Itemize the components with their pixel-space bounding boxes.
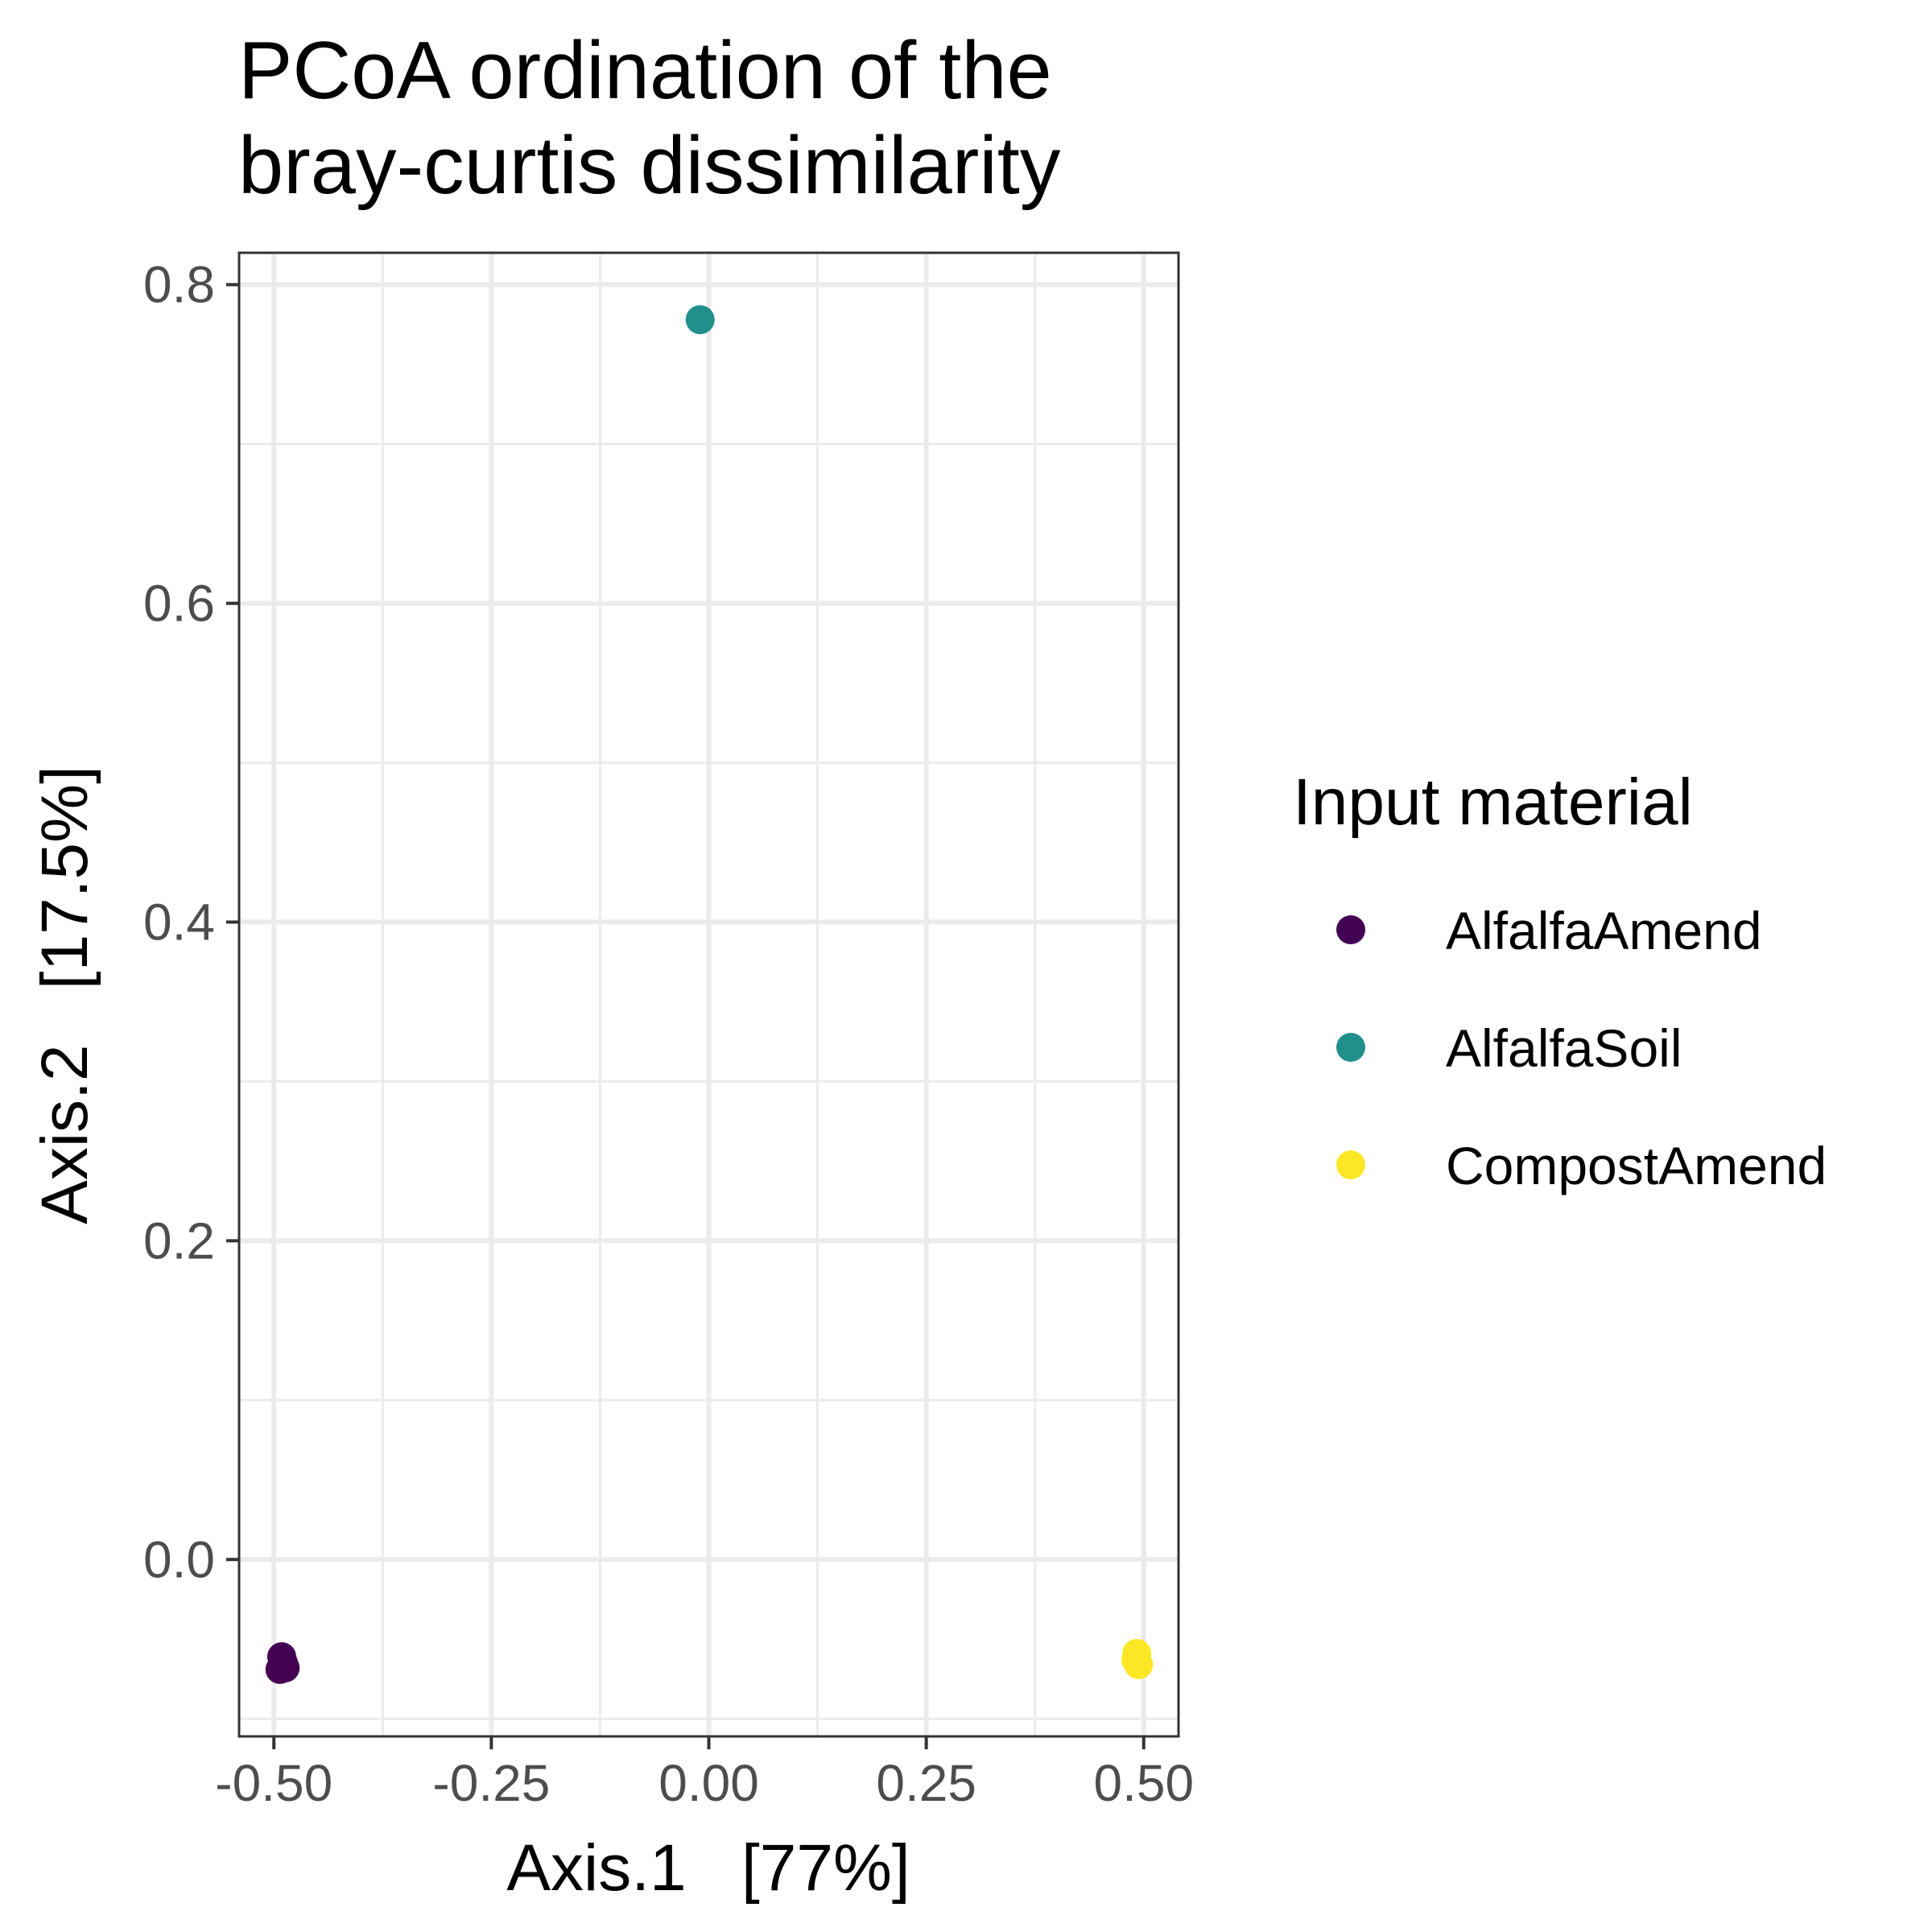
y-tick-label-2: 0.4	[143, 893, 215, 951]
minor-gridlines	[239, 253, 1179, 1736]
x-axis-title: Axis.1 [77%]	[506, 1831, 910, 1905]
legend-label-CompostAmend: CompostAmend	[1446, 1136, 1827, 1195]
x-tick-label-2: 0.00	[658, 1754, 759, 1812]
x-tick-label-3: 0.25	[876, 1754, 976, 1812]
legend-title: Input material	[1293, 766, 1693, 839]
x-tick-label-0: -0.50	[215, 1754, 332, 1812]
y-axis-title: Axis.2 [17.5%]	[28, 766, 101, 1224]
point-AlfalfaAmend-3	[269, 1648, 299, 1678]
chart-title-line-2: bray-curtis dissimilarity	[238, 121, 1061, 211]
y-tick-label-0: 0.0	[143, 1530, 215, 1588]
point-CompostAmend-2	[1121, 1645, 1151, 1674]
legend-label-AlfalfaSoil: AlfalfaSoil	[1446, 1018, 1682, 1078]
point-AlfalfaSoil-0	[685, 305, 715, 335]
legend-key-AlfalfaSoil	[1336, 1033, 1365, 1062]
x-tick-label-1: -0.25	[432, 1754, 550, 1812]
y-axis: 0.0 0.2 0.4 0.6 0.8	[143, 256, 239, 1588]
x-axis: -0.50 -0.25 0.00 0.25 0.50	[215, 1736, 1194, 1812]
y-tick-label-4: 0.8	[143, 256, 215, 314]
legend-key-AlfalfaAmend	[1336, 915, 1365, 944]
data-points	[265, 305, 1154, 1684]
legend-key-CompostAmend	[1336, 1150, 1365, 1179]
y-tick-label-1: 0.2	[143, 1212, 215, 1269]
legend: Input material AlfalfaAmend AlfalfaSoil Co…	[1293, 766, 1827, 1195]
major-gridlines	[239, 253, 1179, 1736]
legend-label-AlfalfaAmend: AlfalfaAmend	[1446, 901, 1762, 960]
chart-title-line-1: PCoA ordination of the	[238, 26, 1052, 116]
y-tick-label-3: 0.6	[143, 575, 215, 633]
x-tick-label-4: 0.50	[1093, 1754, 1194, 1812]
plot-panel	[237, 251, 1180, 1738]
